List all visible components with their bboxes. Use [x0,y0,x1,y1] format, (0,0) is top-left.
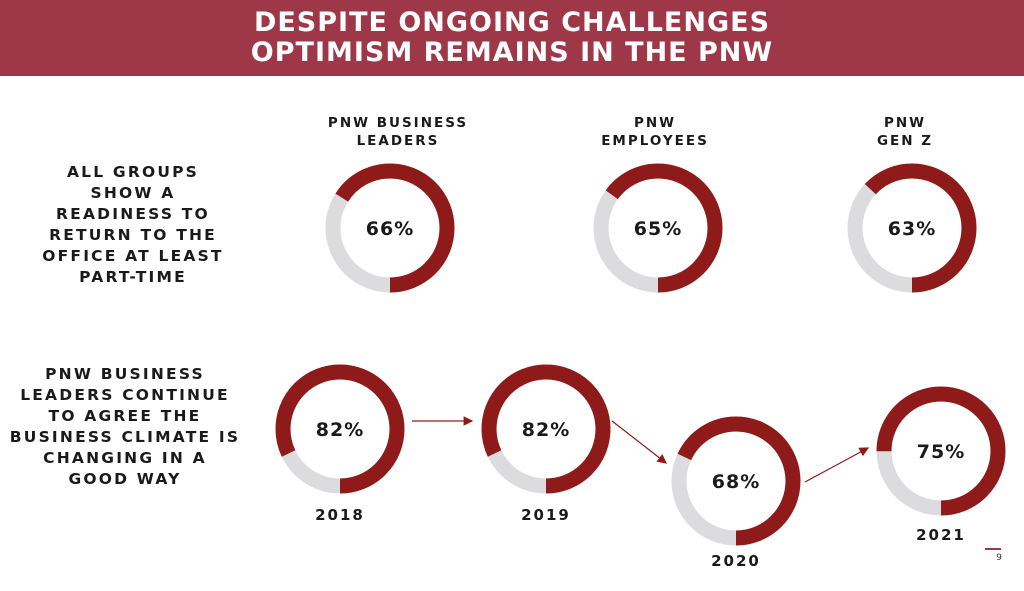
donut-value-arc [481,364,611,494]
row2-label: PNW BUSINESS LEADERS CONTINUE TO AGREE T… [0,364,250,490]
group-label-gen-z: PNW GEN Z [805,114,1005,150]
row2-label-line: BUSINESS CLIMATE IS [9,428,241,446]
year-label-2021: 2021 [916,526,966,544]
arrow-2020-2021 [804,447,870,483]
group-label-business-leaders: PNW BUSINESS LEADERS [298,114,498,150]
group-label-line: PNW BUSINESS [327,115,469,131]
donut-2018: 82% [275,364,405,494]
row1-label: ALL GROUPS SHOW A READINESS TO RETURN TO… [8,162,258,288]
group-label-employees: PNW EMPLOYEES [555,114,755,150]
donut-employees: 65% [593,163,723,293]
row2-label-line: PNW BUSINESS [45,365,205,383]
donut-value-label: 75% [917,441,965,463]
donut-value-arc [847,163,977,293]
donut-value-label: 63% [888,218,936,240]
group-label-line: PNW [633,115,677,131]
group-label-line: LEADERS [356,133,440,149]
page-number-bar [985,548,1001,550]
page-title-line-1: DESPITE ONGOING CHALLENGES [253,7,771,38]
year-label-2019: 2019 [521,506,571,524]
page-title-line-2: OPTIMISM REMAINS IN THE PNW [250,37,774,68]
row2-label-line: CHANGING IN A [43,449,207,467]
row1-label-line: ALL GROUPS [66,163,200,181]
row2-label-line: LEADERS CONTINUE [20,386,230,404]
donut-value-arc [325,163,455,293]
header-banner: DESPITE ONGOING CHALLENGES OPTIMISM REMA… [0,0,1024,76]
page-number: 9 [996,553,1002,563]
group-label-line: EMPLOYEES [601,133,709,149]
donut-value-arc [671,416,801,546]
donut-value-label: 68% [712,471,760,493]
donut-value-arc [876,386,1006,516]
group-label-line: PNW [883,115,927,131]
donut-gen-z: 63% [847,163,977,293]
year-label-2020: 2020 [711,552,761,570]
row2-label-line: TO AGREE THE [48,407,202,425]
row1-label-line: PART-TIME [79,268,187,286]
donut-business-leaders: 66% [325,163,455,293]
row1-label-line: READINESS TO [56,205,210,223]
donut-value-arc [275,364,405,494]
donut-2019: 82% [481,364,611,494]
year-label-2018: 2018 [315,506,365,524]
donut-2021: 75% [876,386,1006,516]
row1-label-line: SHOW A [90,184,176,202]
donut-2020: 68% [671,416,801,546]
group-label-line: GEN Z [876,133,934,149]
donut-value-label: 66% [366,218,414,240]
donut-value-label: 65% [634,218,682,240]
row1-label-line: OFFICE AT LEAST [42,247,224,265]
donut-value-label: 82% [316,419,364,441]
row2-label-line: GOOD WAY [68,470,182,488]
row1-label-line: RETURN TO THE [49,226,217,244]
donut-value-arc [593,163,723,293]
arrow-2019-2020 [611,420,667,464]
donut-value-label: 82% [522,419,570,441]
